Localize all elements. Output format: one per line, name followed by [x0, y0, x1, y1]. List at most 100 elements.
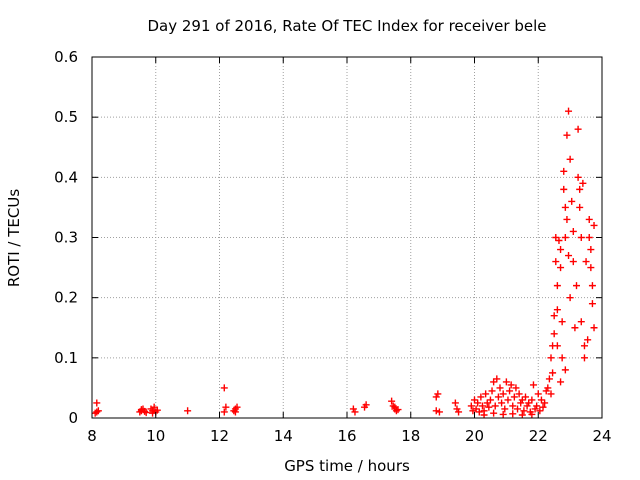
data-point [534, 390, 542, 398]
data-point [388, 397, 396, 405]
data-point [553, 282, 561, 290]
data-point [587, 264, 595, 272]
data-point [557, 378, 565, 386]
data-point [550, 312, 558, 320]
data-point [588, 300, 596, 308]
data-point [392, 407, 400, 415]
data-point [434, 390, 442, 398]
data-point [545, 375, 553, 383]
data-point [571, 324, 579, 332]
y-tick-label: 0.2 [54, 289, 78, 307]
grid [92, 57, 602, 418]
data-point [577, 234, 585, 241]
data-point [557, 246, 565, 254]
data-point [91, 409, 99, 417]
data-point [507, 381, 515, 389]
x-tick-label: 22 [529, 427, 548, 445]
data-point [509, 402, 517, 410]
data-point [565, 252, 573, 260]
data-point [561, 203, 569, 211]
data-point [588, 282, 596, 290]
x-tick-label: 20 [465, 427, 484, 445]
data-point [220, 384, 228, 392]
data-point [494, 393, 502, 401]
data-point [362, 401, 370, 409]
y-tick-label: 0.1 [54, 349, 78, 367]
data-point [555, 237, 563, 245]
x-axis-label: GPS time / hours [284, 457, 410, 475]
data-point [533, 402, 541, 410]
data-point [558, 354, 566, 362]
y-tick-label: 0.3 [54, 229, 78, 247]
data-point [585, 234, 593, 241]
data-point [93, 399, 101, 407]
data-point [515, 390, 523, 398]
data-point [451, 399, 459, 407]
data-point [142, 409, 150, 417]
data-point [587, 246, 595, 254]
data-point [547, 354, 555, 362]
data-point [574, 125, 582, 133]
data-point [493, 375, 501, 383]
x-tick-label: 18 [401, 427, 420, 445]
data-point [477, 393, 485, 401]
data-point [528, 396, 536, 404]
data-point [544, 384, 552, 392]
data-point [568, 197, 576, 205]
data-point [522, 393, 529, 401]
data-point [488, 387, 496, 395]
data-point [514, 405, 522, 413]
data-point [566, 155, 574, 163]
y-tick-label: 0.6 [54, 48, 78, 66]
data-point [561, 234, 569, 241]
data-point [550, 330, 558, 338]
data-point [509, 410, 517, 418]
data-point [520, 407, 528, 415]
data-point [496, 384, 504, 392]
data-point [547, 390, 555, 398]
data-point [231, 408, 239, 416]
y-tick-label: 0 [68, 409, 78, 427]
chart-title: Day 291 of 2016, Rate Of TEC Index for r… [148, 17, 547, 35]
data-point [569, 227, 577, 235]
data-point [499, 410, 507, 418]
x-tick-label: 8 [87, 427, 97, 445]
x-tick-label: 16 [337, 427, 356, 445]
data-point [184, 407, 192, 415]
data-point [220, 408, 228, 416]
data-point [491, 402, 499, 410]
data-point [482, 390, 490, 398]
data-point [566, 294, 574, 302]
data-point [529, 381, 537, 389]
data-point [536, 407, 544, 415]
data-point [576, 203, 584, 211]
data-point [435, 408, 443, 416]
data-point [480, 411, 488, 419]
data-point [528, 410, 536, 418]
y-tick-label: 0.5 [54, 108, 78, 126]
axis-ticks: 8 10 12 14 16 18 20 22 24 0 0.1 0.2 0.3 0.4 0.5 0.6 [54, 48, 611, 445]
data-point [467, 402, 475, 410]
data-point [518, 411, 526, 419]
data-point [501, 405, 509, 413]
data-point [573, 282, 580, 290]
data-point [351, 408, 359, 416]
data-point [486, 396, 494, 404]
data-point [504, 396, 512, 404]
data-point [580, 354, 588, 362]
data-point [569, 258, 577, 266]
data-point [541, 399, 549, 407]
data-point [153, 406, 161, 414]
x-tick-label: 10 [146, 427, 165, 445]
data-point [582, 258, 590, 266]
data-point [502, 378, 510, 386]
y-tick-label: 0.4 [54, 168, 78, 186]
data-point [490, 409, 498, 417]
data-point [552, 258, 560, 266]
data-point [506, 387, 514, 395]
data-point [233, 403, 241, 411]
data-point [584, 336, 592, 344]
data-point [590, 324, 598, 332]
data-point [563, 215, 571, 223]
